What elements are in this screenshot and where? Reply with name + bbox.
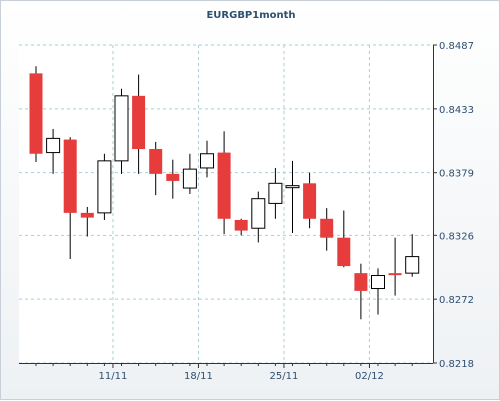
candle-body-up: [405, 256, 420, 274]
y-tick-label: 0.8218: [439, 359, 474, 370]
candle-body-up: [268, 182, 283, 204]
candle-body-up: [97, 160, 112, 214]
candle-body-down: [217, 152, 231, 219]
candle-body-down: [63, 139, 77, 213]
candle-body-down: [320, 218, 334, 238]
candle-body-up: [200, 153, 214, 169]
chart-title: EURGBP1month: [206, 10, 296, 21]
candle-body-up: [285, 185, 300, 189]
candle-body-down: [166, 173, 180, 181]
y-tick-label: 0.8326: [439, 231, 474, 242]
candle-body-up: [182, 168, 197, 189]
y-tick-label: 0.8379: [439, 169, 474, 180]
candle-body-down: [29, 73, 43, 154]
candle-body-up: [371, 275, 385, 290]
y-tick-label: 0.8272: [439, 295, 474, 306]
candle-body-up: [251, 198, 266, 229]
y-tick-label: 0.8433: [439, 105, 474, 116]
candle-body-down: [149, 149, 163, 174]
candle-body-down: [354, 273, 368, 291]
y-tick-label: 0.8487: [439, 41, 474, 52]
candle-body-down: [132, 95, 146, 150]
candle-body-down: [388, 273, 402, 276]
x-tick-label: 25/11: [270, 371, 299, 382]
candle-body-down: [234, 219, 248, 231]
candle-body-down: [303, 183, 317, 219]
candle-body-up: [114, 95, 129, 162]
candle-body-down: [80, 212, 94, 218]
candle-body-up: [46, 137, 61, 154]
x-tick-label: 18/11: [184, 371, 213, 382]
x-tick-label: 02/12: [355, 371, 384, 382]
x-tick-label: 11/11: [99, 371, 128, 382]
candle-body-down: [337, 237, 351, 267]
